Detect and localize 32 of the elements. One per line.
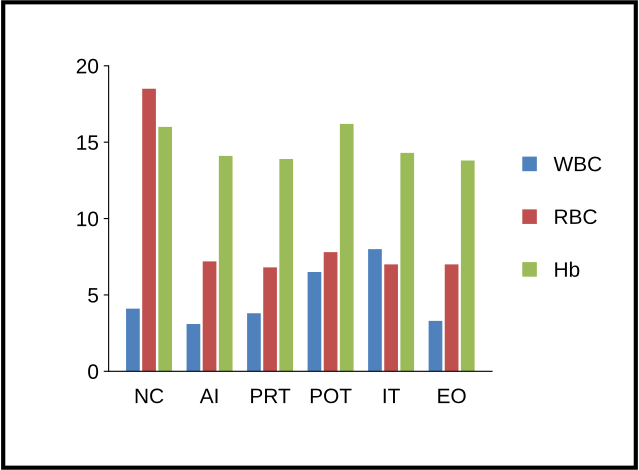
x-tick-label: IT	[384, 388, 400, 404]
x-tick-label: PRT	[251, 388, 290, 404]
bar	[428, 320, 442, 372]
legend-label: Hb	[555, 262, 580, 277]
bar	[324, 252, 338, 372]
bar	[126, 308, 140, 372]
x-tick-label: NC	[136, 388, 164, 404]
y-tick-label: 5	[88, 288, 98, 303]
bar	[218, 156, 233, 372]
x-tick-label: POT	[310, 388, 352, 404]
x-tick-label: EO	[438, 388, 466, 404]
y-tick-label: 15	[77, 135, 98, 150]
y-tick-label: 10	[77, 212, 98, 226]
bar	[263, 267, 277, 372]
x-tick-label: AI	[200, 388, 218, 404]
bar	[384, 264, 398, 372]
legend-label: RBC	[555, 209, 597, 224]
bar	[400, 152, 414, 372]
bar	[247, 313, 261, 372]
bar	[444, 264, 458, 372]
legend-label: WBC	[554, 156, 602, 172]
bar	[368, 249, 382, 372]
bar	[340, 124, 354, 372]
y-tick-label: 0	[88, 364, 98, 380]
bar	[186, 324, 200, 372]
y-tick-label: 20	[76, 58, 98, 74]
bar	[460, 160, 475, 372]
bar	[279, 158, 294, 372]
bar	[142, 88, 156, 372]
bar	[308, 272, 322, 372]
bar	[202, 261, 216, 372]
bar	[158, 126, 172, 372]
